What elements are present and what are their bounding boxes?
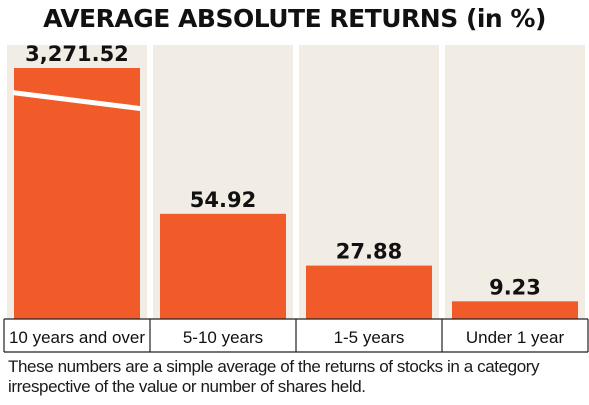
bar (14, 68, 140, 319)
category-tick-label: Under 1 year (466, 328, 565, 347)
axis-break-mark (13, 90, 141, 112)
data-label: 54.92 (190, 188, 256, 212)
bar (160, 213, 286, 319)
chart-footnote: These numbers are a simple average of th… (8, 357, 540, 396)
category-tick-label: 10 years and over (9, 328, 145, 347)
column-background (445, 45, 585, 319)
bar-chart: 3,271.52 10 years and over 54.92 5-10 years… (3, 42, 589, 353)
data-label: 9.23 (489, 275, 541, 299)
bar (306, 265, 432, 319)
bar (452, 301, 578, 319)
category-tick-label: 1-5 years (334, 328, 405, 347)
chart-title: AVERAGE ABSOLUTE RETURNS (in %) (43, 4, 546, 33)
data-label: 3,271.52 (25, 42, 129, 66)
data-label: 27.88 (336, 240, 402, 264)
category-tick-label: 5-10 years (183, 328, 263, 347)
